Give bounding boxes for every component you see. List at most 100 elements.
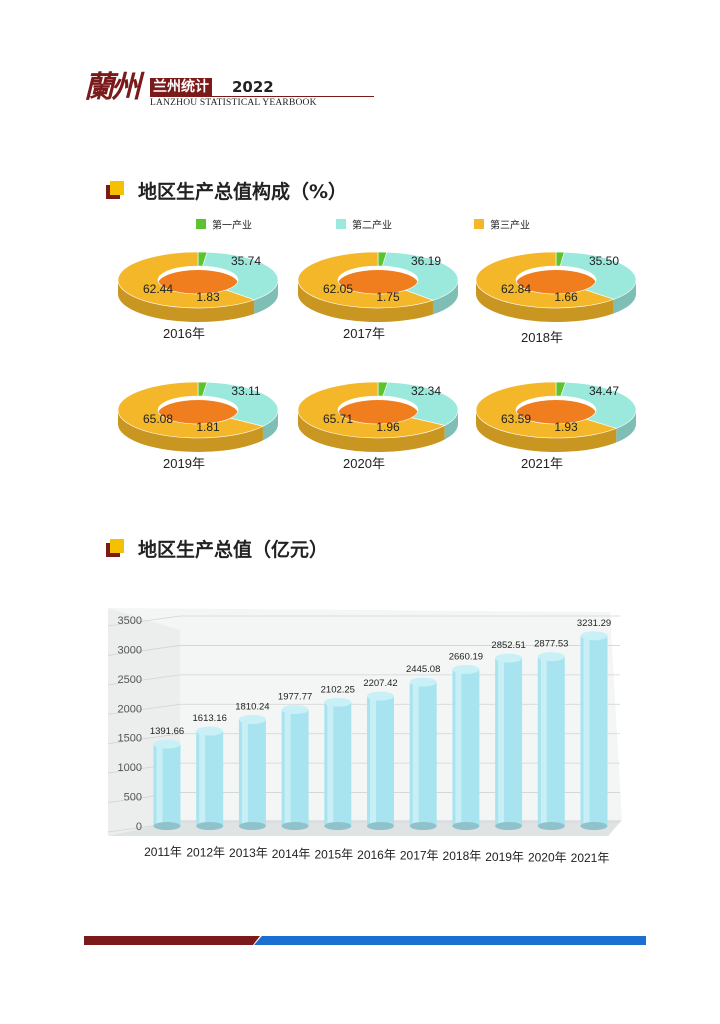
composition-donut-charts: 第一产业 第二产业 第三产业 62.44 35.74 1.83 2016年 62.05 36.1… <box>117 219 637 471</box>
donut-slice-side <box>262 410 278 441</box>
year-label: 2018年 <box>521 330 563 345</box>
legend-label: 第三产业 <box>490 219 530 232</box>
header-rule <box>150 96 374 97</box>
donut-hole-wall <box>516 400 596 428</box>
bar-base <box>324 822 352 830</box>
gridline <box>107 762 181 774</box>
year-label: 2016年 <box>163 326 205 341</box>
donut-slice-tertiary <box>475 381 618 439</box>
y-tick-label: 500 <box>124 792 142 804</box>
donut-slice-tertiary <box>117 251 256 309</box>
y-tick-label: 2000 <box>118 703 142 715</box>
bar-value-label: 2660.19 <box>449 651 483 662</box>
logo-subtitle: LANZHOU STATISTICAL YEARBOOK <box>150 98 317 108</box>
donut-hole-wall <box>158 400 238 428</box>
bar-value-label: 1977.77 <box>278 692 312 703</box>
donut-hole-wall <box>338 400 418 428</box>
chart-floor <box>108 820 622 836</box>
data-label-tertiary: 62.05 <box>323 282 353 296</box>
gridline <box>107 733 181 745</box>
logo-calligraphy: 蘭州 <box>84 70 141 105</box>
bar <box>153 739 181 830</box>
bar-body <box>153 744 181 826</box>
bar-body <box>452 669 480 826</box>
bar <box>281 705 309 830</box>
bar-highlight <box>370 696 376 826</box>
year-label: 2019年 <box>163 456 205 471</box>
data-label-primary: 1.83 <box>196 290 220 304</box>
data-label-primary: 1.66 <box>554 290 578 304</box>
x-tick-label: 2017年 <box>400 849 439 863</box>
gridline <box>107 703 181 715</box>
bar-highlight <box>241 719 248 826</box>
y-tick-label: 1500 <box>118 733 142 745</box>
x-tick-label: 2012年 <box>186 846 225 860</box>
gridline <box>107 792 181 803</box>
composition-title: 地区生产总值构成（%） <box>138 180 348 203</box>
donut-chart: 63.59 34.47 1.93 2021年 <box>475 381 637 471</box>
bar-cap <box>281 705 309 715</box>
bar-highlight <box>498 658 505 826</box>
donut-slice-secondary <box>381 251 459 301</box>
x-tick-label: 2019年 <box>485 850 524 864</box>
donut-slice-side <box>616 410 636 443</box>
donut-slice-side <box>298 280 433 323</box>
x-tick-label: 2020年 <box>528 850 567 864</box>
bar-cap <box>580 631 608 641</box>
donut-slice-tertiary <box>297 381 446 439</box>
bar-body <box>324 702 352 826</box>
donut-chart: 62.84 35.50 1.66 2018年 <box>475 251 637 345</box>
legend-label: 第二产业 <box>352 219 392 232</box>
data-label-primary: 1.93 <box>554 420 578 434</box>
bar-cap <box>238 714 266 724</box>
donut-chart: 65.08 33.11 1.81 2019年 <box>117 381 279 471</box>
bar-cap <box>495 653 523 663</box>
data-label-tertiary: 62.44 <box>143 282 173 296</box>
bar <box>324 697 352 830</box>
donut-slice-side <box>476 410 617 452</box>
bar <box>495 653 523 830</box>
data-label-tertiary: 62.84 <box>501 282 531 296</box>
bar-highlight <box>412 682 419 826</box>
bar-cap <box>409 677 437 687</box>
bar-value-label: 2852.51 <box>491 640 525 651</box>
bar-value-label: 2877.53 <box>534 639 568 650</box>
bar-cap <box>452 664 480 674</box>
bar-body <box>409 682 437 826</box>
bar-body <box>367 696 394 826</box>
bar-base <box>153 822 181 830</box>
y-tick-label: 2500 <box>118 674 142 686</box>
bar-base <box>409 822 437 830</box>
bar-highlight <box>199 731 206 826</box>
bar-value-label: 2445.08 <box>406 664 440 675</box>
bar-highlight <box>583 635 590 826</box>
donut-slice-secondary <box>382 381 459 426</box>
donut-slice-side <box>476 280 614 323</box>
x-tick-label: 2014年 <box>272 847 311 861</box>
donut-hole-wall <box>516 270 596 298</box>
y-tick-label: 3000 <box>118 644 142 656</box>
legend-label: 第一产业 <box>212 219 252 232</box>
y-tick-label: 1000 <box>118 762 142 774</box>
bar-highlight <box>156 744 163 826</box>
bar-highlight <box>284 709 291 826</box>
bar-value-label: 2102.25 <box>321 684 355 695</box>
bar-body <box>238 719 266 826</box>
y-tick-label: 0 <box>136 821 142 833</box>
bar <box>452 664 480 830</box>
bar-base <box>281 822 309 830</box>
bar-base <box>196 822 224 830</box>
bar-base <box>495 822 523 830</box>
bar-cap <box>153 739 181 749</box>
data-label-tertiary: 65.71 <box>323 412 353 426</box>
donut-slice-side <box>432 280 458 315</box>
bar-cap <box>196 726 224 736</box>
y-tick-label: 3500 <box>118 615 142 627</box>
bar <box>196 726 224 830</box>
donut-hole-wall <box>338 270 418 298</box>
bar-highlight <box>327 702 334 826</box>
bar-body <box>196 731 224 826</box>
bar-body <box>281 709 309 826</box>
bar-base <box>367 822 394 830</box>
donut-slice-side <box>444 410 458 440</box>
